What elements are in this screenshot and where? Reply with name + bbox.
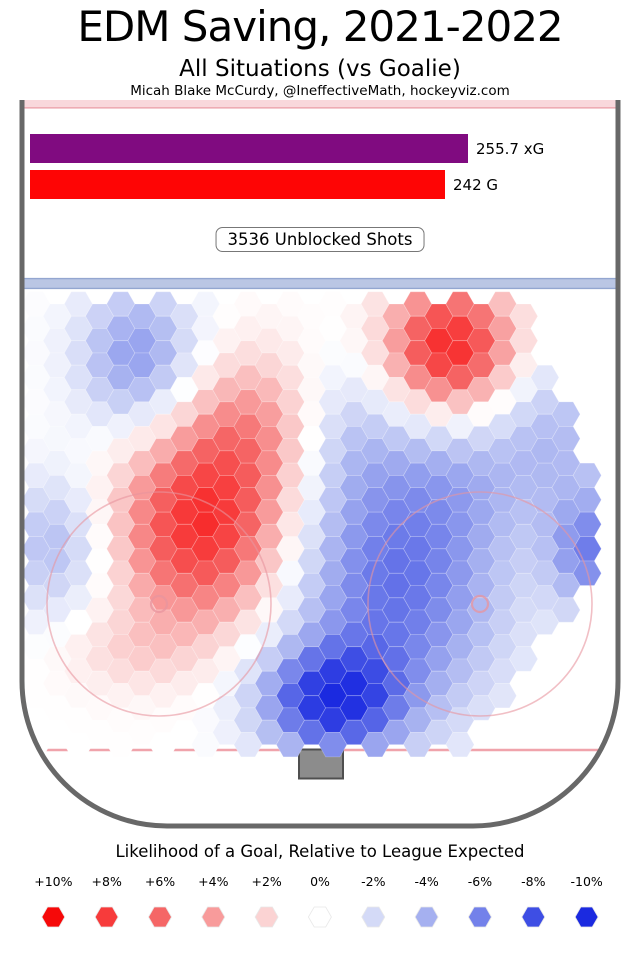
xg-bar-label: 255.7 xG: [476, 139, 545, 158]
hexbin-layer: [21, 291, 602, 758]
legend-label: +4%: [198, 874, 229, 889]
page-title: EDM Saving, 2021-2022: [77, 2, 563, 51]
rink-boards: [19, 100, 621, 829]
legend-hex: [94, 906, 119, 928]
goals-bar: [30, 170, 445, 199]
credit-line: Micah Blake McCurdy, @IneffectiveMath, h…: [130, 83, 510, 99]
legend-label: 0%: [310, 874, 330, 889]
legend-hex: [414, 906, 439, 928]
legend-labels: +10% +8% +6% +4% +2% 0% -2% -4% -6% -8% -10%: [27, 874, 614, 890]
faceoff-circles: [46, 491, 593, 717]
legend-label: -10%: [570, 874, 603, 889]
legend-hex: [41, 906, 66, 928]
legend-hex: [201, 906, 226, 928]
legend-hex: [361, 906, 386, 928]
legend-hex: [307, 906, 332, 928]
legend-label: -8%: [521, 874, 546, 889]
xg-bar: [30, 134, 468, 163]
legend-label: +10%: [34, 874, 73, 889]
legend-hex: [521, 906, 546, 928]
legend-label: +6%: [144, 874, 176, 889]
legend-label: -4%: [414, 874, 439, 889]
legend-title: Likelihood of a Goal, Relative to League…: [115, 842, 525, 861]
legend-hex: [467, 906, 492, 928]
goals-bar-label: 242 G: [453, 175, 499, 194]
legend-hex: [148, 906, 172, 928]
center-line-band: [24, 100, 616, 108]
legend-label: -6%: [467, 874, 493, 889]
page-subtitle: All Situations (vs Goalie): [179, 56, 461, 82]
unblocked-shots-badge: 3536 Unblocked Shots: [215, 227, 425, 252]
blue-line: [24, 278, 616, 289]
legend-hexes: [41, 906, 599, 928]
legend-label: +8%: [91, 874, 122, 889]
legend-label: -2%: [361, 874, 386, 889]
legend-label: +2%: [251, 874, 282, 889]
legend-hex: [254, 906, 279, 928]
legend-hex: [574, 906, 599, 928]
